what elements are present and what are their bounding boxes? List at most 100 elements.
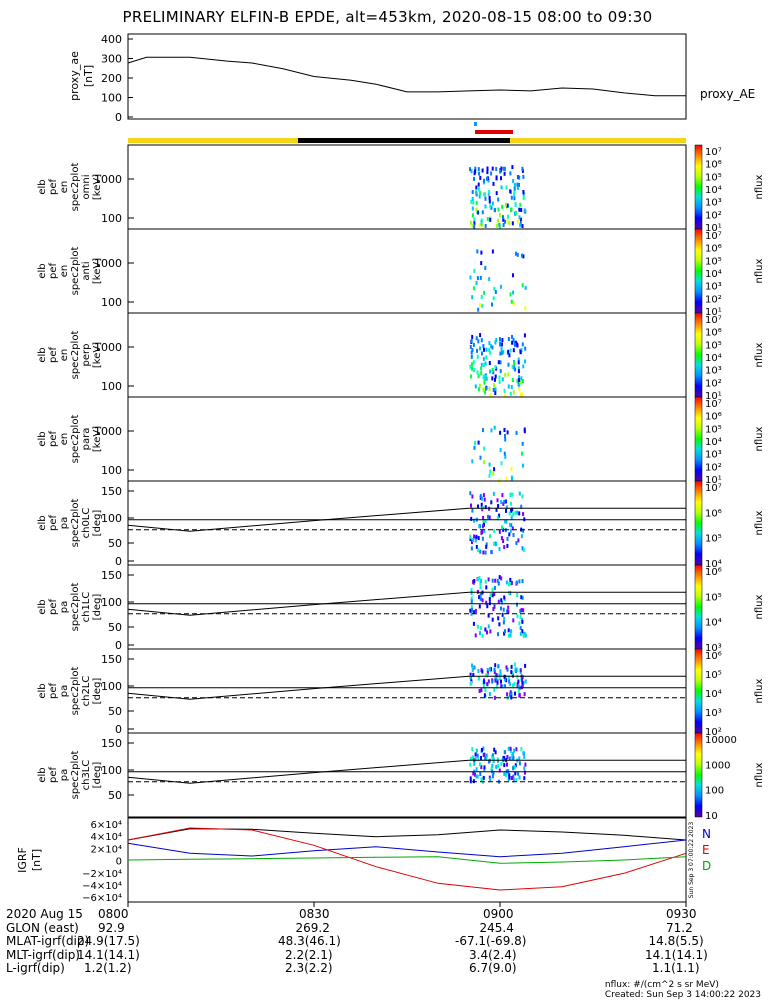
colorbar-tick: 10⁵ — [705, 670, 722, 681]
spec-data-cell — [520, 504, 523, 509]
spec-data-cell — [522, 254, 525, 259]
spec-data-cell — [479, 626, 482, 631]
spec-data-cell — [501, 600, 503, 605]
spec-ylabel: spec2plot — [70, 667, 81, 716]
spec-data-cell — [494, 578, 497, 583]
spec-ytick: 100 — [101, 596, 122, 609]
spec-data-cell — [490, 205, 493, 210]
spec-data-cell — [476, 370, 479, 375]
spec-data-cell — [490, 667, 492, 672]
spec-data-cell — [505, 772, 508, 777]
spec-data-cell — [521, 677, 523, 682]
spec-data-cell — [516, 378, 519, 383]
spec-data-cell — [476, 753, 479, 758]
spec-data-cell — [519, 609, 522, 614]
spec-ytick: 1000 — [94, 425, 122, 438]
spec-data-cell — [506, 755, 509, 759]
spec-ylabel: spec2plot — [70, 583, 81, 632]
spec-data-cell — [489, 469, 492, 474]
spec-data-cell — [473, 217, 476, 222]
spec-data-cell — [476, 276, 479, 281]
spec-data-cell — [507, 349, 510, 354]
spec-data-cell — [513, 186, 516, 191]
spec-data-cell — [512, 512, 515, 517]
spec-data-cell — [492, 370, 495, 375]
colorbar-tick: 10⁵ — [705, 256, 722, 267]
spec-data-cell — [479, 190, 482, 195]
spec-data-cell — [484, 688, 487, 693]
spec-data-cell — [494, 208, 496, 213]
spec-data-cell — [502, 755, 505, 760]
spec-data-cell — [520, 534, 523, 539]
spec-data-cell — [480, 371, 483, 376]
colorbar-tick: 10⁷ — [705, 147, 722, 158]
igrf-ytick: 2×10⁴ — [91, 844, 122, 855]
ae-ytick: 0 — [115, 111, 122, 124]
spec-data-cell — [507, 769, 510, 774]
spec-data-cell — [493, 667, 496, 672]
spec-data-cell — [504, 629, 506, 634]
spec-ylabel: pa — [59, 601, 70, 613]
spec-data-cell — [512, 290, 515, 295]
spec-data-cell — [480, 338, 483, 343]
spec-data-cell — [507, 337, 510, 341]
spec-data-cell — [473, 445, 476, 450]
spec-data-cell — [503, 166, 506, 171]
spec-data-cell — [489, 534, 491, 539]
spec-data-cell — [500, 500, 503, 504]
spec-data-cell — [498, 676, 501, 681]
spec-data-cell — [518, 386, 521, 391]
spec-data-cell — [489, 369, 492, 374]
spec-data-cell — [470, 611, 473, 616]
spec-data-cell — [472, 538, 475, 543]
spec-data-cell — [518, 375, 520, 380]
footer-row-label: 2020 Aug 15 — [6, 907, 83, 921]
spec-data-cell — [521, 342, 524, 347]
spec-data-cell — [483, 497, 486, 502]
spec-data-cell — [507, 609, 510, 614]
spec-data-cell — [488, 601, 491, 606]
spec-data-cell — [511, 221, 514, 226]
spec-data-cell — [471, 213, 474, 218]
spec-data-cell — [507, 675, 510, 680]
spec-data-cell — [474, 166, 477, 171]
colorbar-tick: 10⁴ — [705, 618, 722, 629]
spec-data-cell — [482, 375, 485, 380]
spec-data-cell — [507, 372, 510, 377]
spec-data-cell — [524, 306, 527, 311]
spec-data-cell — [514, 342, 516, 347]
spec-data-cell — [518, 207, 521, 212]
spec-data-cell — [521, 392, 524, 397]
spec-ytick: 50 — [108, 621, 122, 634]
spec-data-cell — [491, 249, 494, 254]
spec-data-cell — [521, 168, 524, 173]
spec-data-cell — [488, 196, 491, 200]
spec-data-cell — [470, 199, 473, 204]
spec-data-cell — [493, 286, 496, 291]
spec-data-cell — [471, 607, 473, 612]
spec-data-cell — [508, 682, 511, 687]
spec-data-cell — [483, 347, 485, 352]
spec-data-cell — [484, 361, 487, 366]
spec-data-cell — [499, 448, 502, 452]
igrf-ytick: 6×10⁴ — [91, 820, 122, 831]
spec-data-cell — [510, 695, 513, 700]
spec-data-cell — [483, 362, 486, 367]
spec-data-cell — [488, 506, 491, 511]
spec-data-cell — [491, 376, 494, 381]
spec-data-cell — [494, 750, 497, 755]
spec-data-cell — [474, 608, 477, 613]
spec-data-cell — [514, 771, 517, 776]
spec-data-cell — [503, 772, 506, 777]
spec-data-cell — [477, 757, 480, 762]
spec-data-cell — [485, 542, 488, 547]
spec-data-cell — [481, 634, 484, 638]
spec-data-cell — [471, 206, 474, 211]
spec-data-cell — [491, 302, 493, 307]
spec-data-cell — [510, 754, 513, 759]
spec-ytick: 100 — [101, 212, 122, 225]
spec-data-cell — [483, 693, 486, 698]
spec-ylabel: [keV] — [92, 174, 103, 200]
spec-data-cell — [509, 348, 512, 353]
colorbar-tick: 10³ — [705, 282, 722, 293]
